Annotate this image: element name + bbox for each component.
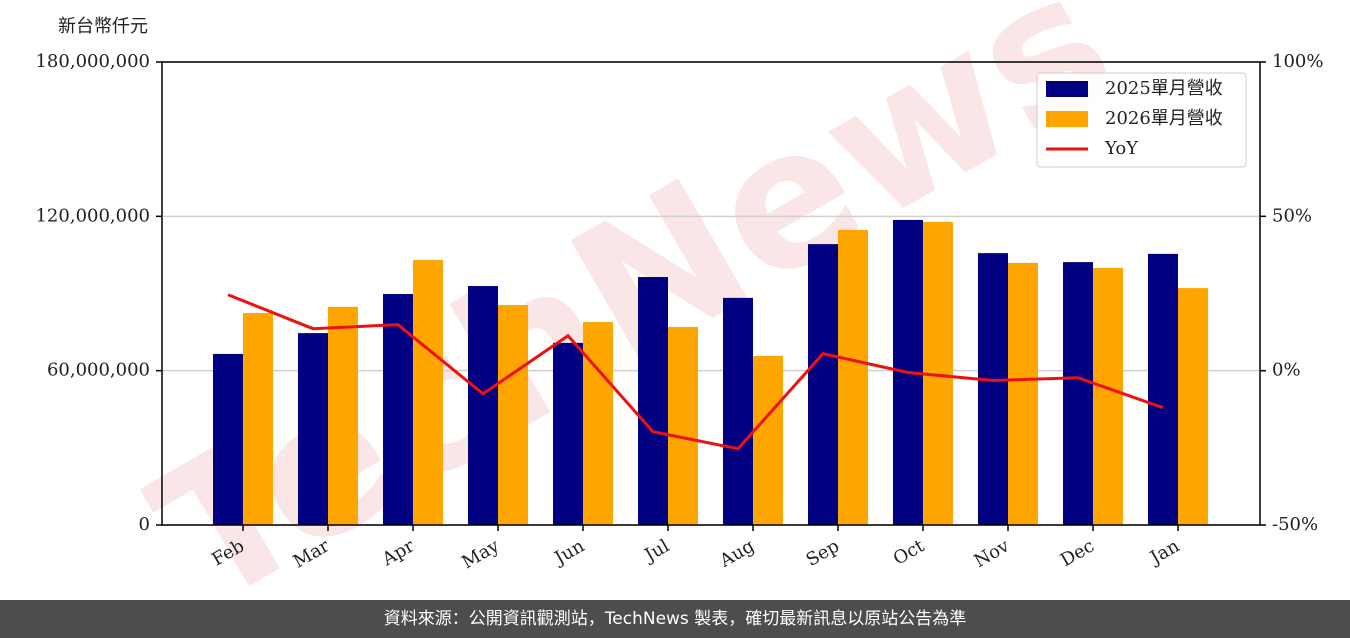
legend-swatch: [1046, 81, 1088, 97]
bar: [328, 306, 358, 525]
legend-label: 2025單月營收: [1105, 78, 1223, 99]
bar: [808, 244, 838, 525]
x-tick-label: Aug: [715, 535, 758, 572]
x-tick-label: Oct: [890, 535, 929, 570]
x-tick-label: Sep: [803, 535, 843, 570]
bar: [1008, 262, 1038, 525]
y-tick-label: 120,000,000: [35, 205, 150, 226]
y2-tick-label: 0%: [1272, 360, 1301, 381]
y2-tick-label: 100%: [1272, 51, 1323, 72]
y2-tick-label: 50%: [1272, 205, 1312, 226]
bar: [213, 353, 243, 525]
chart: 新台幣仟元 TechNews060,000,000120,000,000180,…: [35, 0, 1323, 638]
y2-tick-label: -50%: [1272, 514, 1318, 535]
y-tick-label: 60,000,000: [47, 360, 150, 381]
bar: [298, 333, 328, 525]
bar: [638, 277, 668, 525]
bar: [1148, 253, 1178, 526]
legend-box: [1036, 72, 1247, 168]
plot-frame: [161, 61, 1261, 526]
x-tick-label: Jul: [639, 535, 673, 567]
bar: [468, 286, 498, 525]
bar: [1063, 262, 1093, 525]
legend-swatch: [1046, 111, 1088, 127]
x-tick-label: Jan: [1145, 535, 1183, 569]
bar: [668, 326, 698, 525]
y-tick-label: 0: [139, 514, 150, 535]
y-unit: 新台幣仟元: [58, 16, 148, 37]
bar: [553, 342, 583, 525]
bar: [583, 322, 613, 525]
x-tick-label: May: [458, 535, 503, 573]
bar: [383, 294, 413, 525]
footer: 資料來源：公開資訊觀測站，TechNews 製表，確切最新訊息以原站公告為準: [0, 600, 1350, 638]
x-tick-label: Nov: [971, 535, 1014, 572]
yoy-line: [227, 293, 1164, 451]
x-tick-label: Jun: [549, 535, 588, 570]
legend-label: YoY: [1104, 138, 1139, 159]
legend-label: 2026單月營收: [1105, 108, 1223, 129]
bar: [753, 356, 783, 525]
bar: [243, 313, 273, 525]
bar: [1178, 288, 1208, 525]
bar: [498, 305, 528, 525]
bar: [413, 260, 443, 525]
bar: [978, 253, 1008, 526]
y-tick-label: 180,000,000: [35, 51, 150, 72]
x-tick-label: Dec: [1057, 535, 1098, 571]
bar: [723, 297, 753, 525]
bar: [1093, 268, 1123, 525]
bar: [838, 229, 868, 525]
